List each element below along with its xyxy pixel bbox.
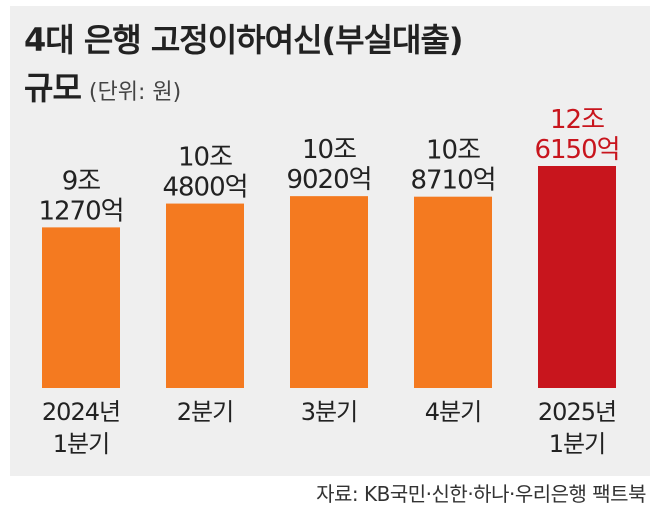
- unit-label: (단위: 원): [88, 80, 182, 105]
- data-label-3-line-2: 9020억: [286, 165, 371, 195]
- data-label-1-line-2: 1270억: [38, 196, 123, 226]
- data-label-5-line-1: 12조: [550, 105, 604, 135]
- category-label-1-line-1: 2024년: [42, 398, 120, 426]
- bar-1: [42, 227, 120, 388]
- data-label-2-line-2: 4800억: [162, 173, 247, 203]
- category-label-1-line-2: 1분기: [53, 430, 109, 458]
- chart-title-line2: 규모 (단위: 원): [24, 68, 181, 113]
- category-label-2-line-1: 2분기: [177, 398, 233, 426]
- data-label-1-line-1: 9조: [62, 166, 101, 196]
- category-label-5-line-2: 1분기: [549, 430, 605, 458]
- data-label-5-line-2: 6150억: [534, 135, 619, 165]
- category-label-5-line-1: 2025년: [538, 398, 616, 426]
- bar-4: [414, 196, 492, 388]
- bar-2: [166, 203, 244, 388]
- data-label-4-line-2: 8710억: [410, 166, 495, 196]
- chart-title-line2-text: 규모: [24, 69, 82, 107]
- bar-5: [538, 166, 616, 388]
- category-label-3-line-1: 3분기: [301, 398, 357, 426]
- chart-title: 4대 은행 고정이하여신(부실대출): [24, 21, 464, 59]
- source-note: 자료: KB국민·신한·하나·우리은행 팩트북: [316, 482, 646, 506]
- data-label-3-line-1: 10조: [302, 135, 356, 165]
- category-label-4-line-1: 4분기: [425, 398, 481, 426]
- data-label-2-line-1: 10조: [178, 143, 232, 173]
- data-label-4-line-1: 10조: [426, 136, 480, 166]
- bar-3: [290, 196, 368, 388]
